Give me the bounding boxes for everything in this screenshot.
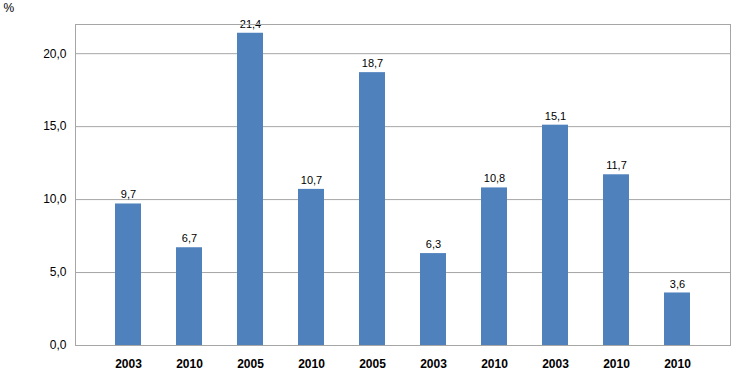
svg-text:9,7: 9,7 xyxy=(121,188,136,200)
svg-text:5,0: 5,0 xyxy=(50,265,67,279)
svg-text:%: % xyxy=(4,1,15,15)
svg-text:6,3: 6,3 xyxy=(426,238,441,250)
svg-text:10,7: 10,7 xyxy=(301,174,322,186)
svg-text:2010: 2010 xyxy=(664,357,691,371)
svg-text:15,0: 15,0 xyxy=(43,119,67,133)
svg-text:2003: 2003 xyxy=(420,357,447,371)
svg-text:0,0: 0,0 xyxy=(50,338,67,352)
svg-text:10,0: 10,0 xyxy=(43,192,67,206)
svg-text:2010: 2010 xyxy=(481,357,508,371)
svg-text:2010: 2010 xyxy=(298,357,325,371)
svg-text:15,1: 15,1 xyxy=(545,110,566,122)
svg-text:2010: 2010 xyxy=(176,357,203,371)
svg-text:2003: 2003 xyxy=(115,357,142,371)
svg-text:2005: 2005 xyxy=(359,357,386,371)
svg-text:2010: 2010 xyxy=(603,357,630,371)
svg-text:3,6: 3,6 xyxy=(670,277,685,289)
svg-text:6,7: 6,7 xyxy=(182,232,197,244)
svg-text:20,0: 20,0 xyxy=(43,47,67,61)
svg-text:2003: 2003 xyxy=(542,357,569,371)
svg-text:21,4: 21,4 xyxy=(240,18,261,30)
svg-text:2005: 2005 xyxy=(237,357,264,371)
svg-text:18,7: 18,7 xyxy=(362,57,383,69)
svg-text:10,8: 10,8 xyxy=(484,172,505,184)
svg-text:11,7: 11,7 xyxy=(606,159,627,171)
